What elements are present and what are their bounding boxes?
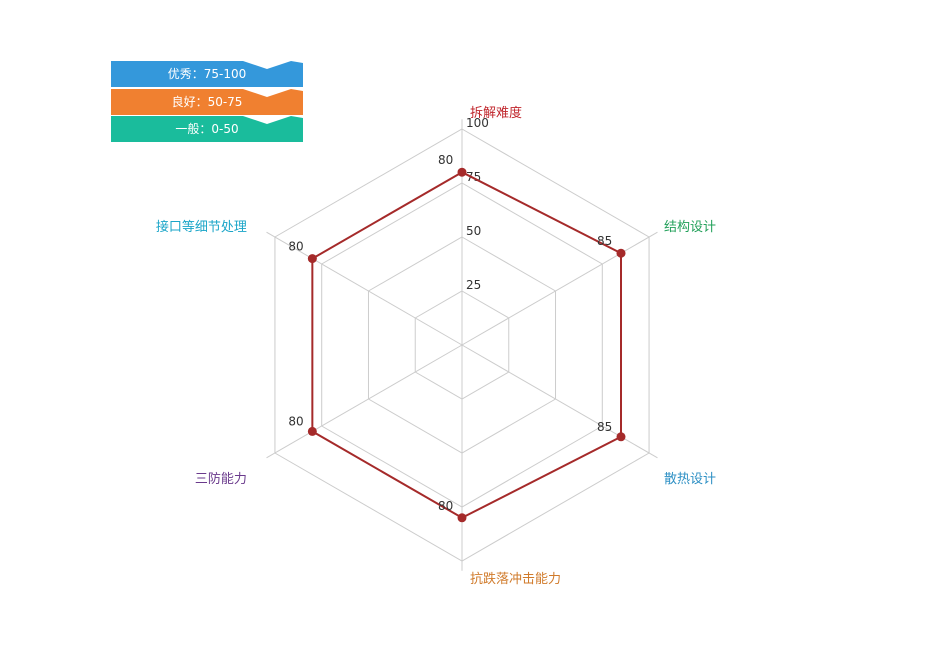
legend-item: 优秀：75-100 [111,61,303,87]
legend-label: 一般：0-50 [175,122,239,136]
axis-label: 散热设计 [664,472,716,487]
axis-label: 结构设计 [664,220,716,235]
data-point [307,254,317,264]
data-point [307,426,317,436]
legend-item: 良好：50-75 [111,89,303,115]
notch-shape [243,116,303,124]
axis-label: 接口等细节处理 [156,219,247,235]
notch-shape [243,89,303,97]
data-label: 80 [288,240,303,254]
axis-label: 拆解难度 [470,105,522,121]
tick-label: 50 [466,224,481,238]
axis-label: 三防能力 [195,471,247,487]
axis-line [461,231,658,346]
axis-line [266,231,463,346]
data-point [457,513,467,523]
axis-line [461,344,658,459]
data-point [616,248,626,258]
notch-shape [243,61,303,69]
legend-label: 良好：50-75 [171,95,243,109]
data-point [457,167,467,177]
axis-line [266,344,463,459]
data-label: 85 [597,234,612,248]
tick-label: 100 [466,116,489,130]
data-label: 80 [438,499,453,513]
data-label: 80 [438,153,453,167]
data-label: 80 [288,414,303,428]
axis-label: 抗跌落冲击能力 [470,571,561,587]
data-label: 85 [597,420,612,434]
legend-item: 一般：0-50 [111,116,303,142]
data-point [616,432,626,442]
tick-label: 25 [466,278,481,292]
legend-label: 优秀：75-100 [167,67,247,81]
